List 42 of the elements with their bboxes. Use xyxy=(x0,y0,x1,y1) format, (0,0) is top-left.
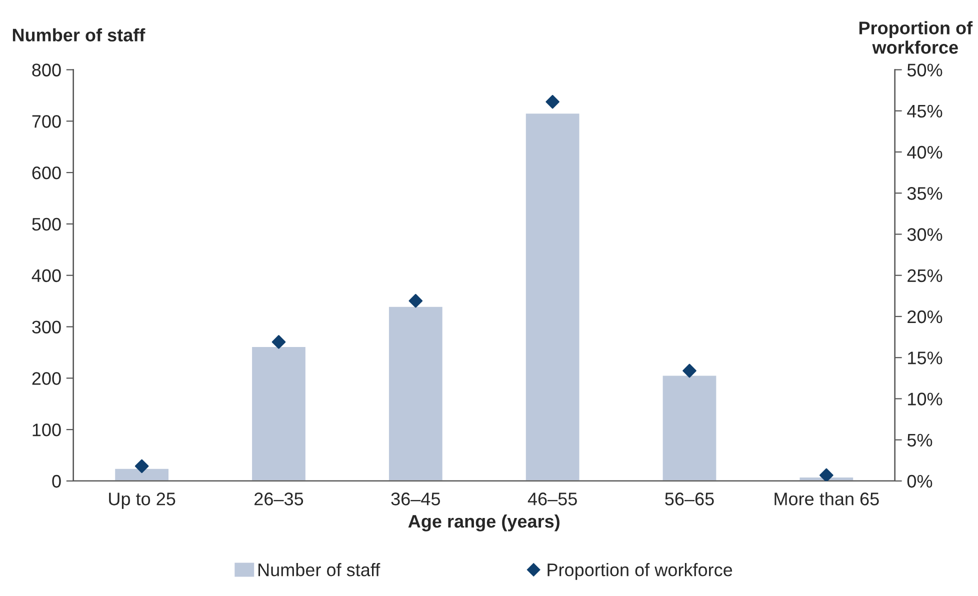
y-axis-title: Number of staff xyxy=(12,28,146,42)
y-tick-label: 0 xyxy=(52,474,61,488)
y2-tick-label: 25% xyxy=(908,269,942,282)
y-tick-label: 300 xyxy=(32,320,61,334)
y2-tick-label: 0% xyxy=(907,474,932,488)
x-tick-label: 26–35 xyxy=(254,492,304,506)
legend-label: Proportion of workforce xyxy=(548,563,732,580)
y-tick-label: 700 xyxy=(32,115,61,128)
x-tick-label: 46–55 xyxy=(528,492,577,506)
y2-tick-label: 15% xyxy=(908,352,942,364)
bar xyxy=(114,467,170,481)
x-tick-label: 36–45 xyxy=(391,492,440,506)
x-axis-title: Age range (years) xyxy=(408,514,560,532)
x-tick-label: More than 65 xyxy=(774,492,879,506)
y-tick-label: 500 xyxy=(32,218,61,231)
point xyxy=(408,294,423,308)
legend-label: Number of staff xyxy=(258,563,380,576)
x-tick-label: Up to 25 xyxy=(109,492,176,509)
bar xyxy=(524,112,581,481)
y2-tick-label: 5% xyxy=(907,434,932,447)
y-tick-label: 100 xyxy=(32,424,61,436)
y2-tick-label: 35% xyxy=(907,187,942,200)
y-tick-label: 600 xyxy=(32,166,61,180)
point xyxy=(272,335,286,349)
y2-tick-label: 30% xyxy=(907,228,942,241)
y-tick-label: 200 xyxy=(32,372,61,385)
y2-tick-label: 40% xyxy=(907,146,942,159)
x-tick-label: 56–65 xyxy=(665,492,714,506)
point xyxy=(546,94,560,109)
y2-tick-label: 20% xyxy=(908,310,942,324)
y-tick-label: 800 xyxy=(32,64,61,76)
point xyxy=(820,468,834,481)
bar xyxy=(250,346,307,481)
bar xyxy=(661,374,718,481)
y2-tick-label: 45% xyxy=(907,104,942,118)
point xyxy=(682,364,696,378)
y-tick-label: 400 xyxy=(32,269,61,282)
y2-tick-label: 50% xyxy=(907,64,942,76)
point xyxy=(134,459,149,474)
y2-tick-label: 10% xyxy=(908,392,942,406)
bar xyxy=(388,306,444,481)
y2-axis-title: Proportion of workforce xyxy=(859,21,973,54)
